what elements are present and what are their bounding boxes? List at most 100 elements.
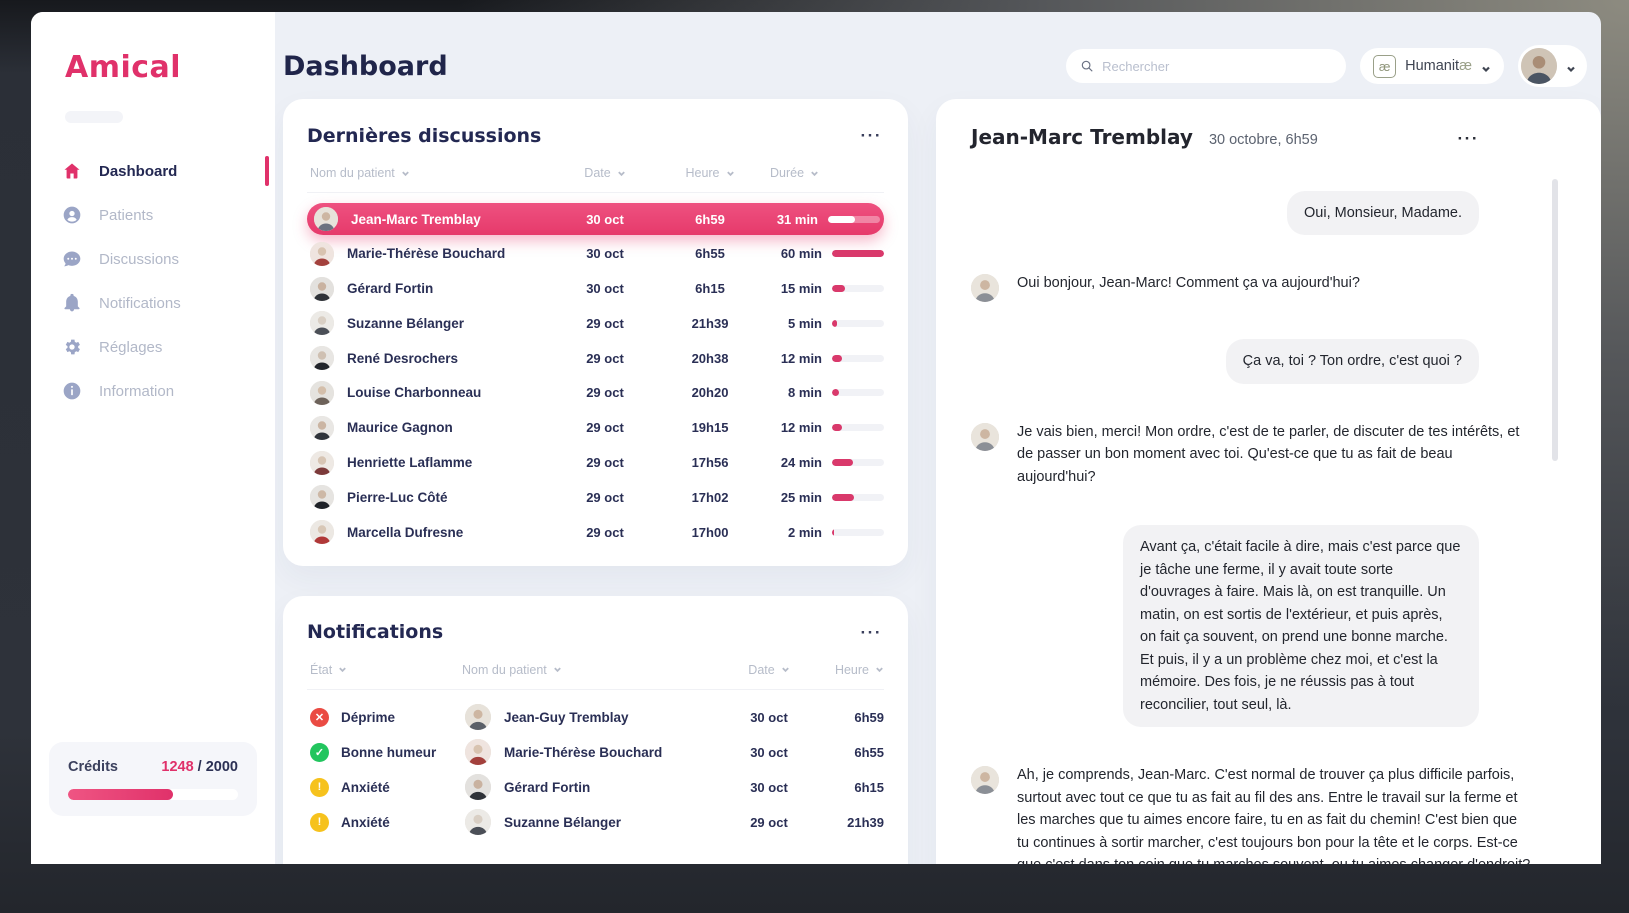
organization-icon: æ (1373, 54, 1397, 78)
duration-bar (832, 285, 884, 293)
chat-datetime: 30 octobre, 6h59 (1208, 132, 1318, 148)
table-row[interactable]: Gérard Fortin 30 oct 6h15 15 min (307, 271, 884, 306)
more-menu-icon[interactable]: ··· (860, 126, 882, 145)
duration-bar (832, 354, 884, 362)
status-success-icon: ✓ (310, 742, 329, 762)
sidebar-item-information[interactable]: Information (31, 369, 275, 413)
duration-bar (832, 459, 884, 467)
table-row[interactable]: Jean-Marc Tremblay 30 oct 6h59 31 min (307, 203, 884, 235)
patient-avatar (465, 809, 491, 836)
assistant-avatar (971, 274, 999, 303)
patient-avatar (310, 415, 334, 440)
assistant-message: Ah, je comprends, Jean-Marc. C'est norma… (971, 764, 1531, 864)
sidebar-item-reglages[interactable]: Réglages (31, 325, 275, 369)
sidebar-item-discussions[interactable]: Discussions (31, 237, 275, 281)
duration-bar (832, 389, 884, 397)
message-text: Ah, je comprends, Jean-Marc. C'est norma… (1017, 767, 1530, 864)
discussions-card: Dernières discussions ··· Nom du patient… (283, 99, 908, 566)
sidebar-item-dashboard[interactable]: Dashboard (31, 149, 275, 193)
info-icon (62, 381, 82, 401)
sidebar-item-notifications[interactable]: Notifications (31, 281, 275, 325)
status-warning-icon: ! (310, 812, 329, 832)
search-input[interactable] (1102, 58, 1333, 74)
sort-name[interactable]: Nom du patient (462, 663, 724, 677)
bell-icon (62, 293, 82, 313)
table-row[interactable]: Marcella Dufresne 29 oct 17h00 2 min (307, 515, 884, 550)
status-warning-icon: ! (310, 777, 329, 797)
notifications-card: Notifications ··· État Nom du patient Da… (283, 595, 908, 864)
patient-avatar (314, 207, 338, 231)
duration-bar (832, 493, 884, 501)
assistant-avatar (971, 766, 999, 795)
more-menu-icon[interactable]: ··· (860, 622, 882, 642)
assistant-message: Oui bonjour, Jean-Marc! Comment ça va au… (971, 272, 1531, 303)
more-menu-icon[interactable]: ··· (1457, 129, 1479, 148)
sort-date[interactable]: Date (724, 663, 814, 677)
chat-patient-name: Jean-Marc Tremblay (971, 125, 1193, 149)
chevron-down-icon (1566, 61, 1576, 73)
organization-selector[interactable]: æ Humanitæ (1360, 48, 1504, 84)
table-row[interactable]: ! Anxiété Suzanne Bélanger 29 oct 21h39 (307, 805, 884, 840)
patient-avatar (310, 241, 334, 266)
patient-avatar (465, 774, 491, 801)
sort-time[interactable]: Heure (650, 166, 770, 180)
chat-header: Jean-Marc Tremblay 30 octobre, 6h59 ··· (971, 125, 1531, 149)
credits-card: Crédits 1248 / 2000 (49, 742, 257, 816)
sidebar-item-label: Discussions (99, 250, 180, 268)
sidebar-item-label: Information (99, 382, 175, 400)
organization-label: Humanitæ (1405, 58, 1472, 74)
patient-avatar (465, 704, 491, 731)
sort-duration[interactable]: Durée (770, 166, 884, 180)
table-row[interactable]: René Desrochers 29 oct 20h38 12 min (307, 341, 884, 376)
sort-date[interactable]: Date (560, 166, 650, 180)
table-row[interactable]: Maurice Gagnon 29 oct 19h15 12 min (307, 410, 884, 445)
user-menu[interactable] (1518, 45, 1587, 87)
message-bubble: Avant ça, c'était facile à dire, mais c'… (1123, 525, 1479, 728)
dashboard-content: Dernières discussions ··· Nom du patient… (283, 87, 1601, 864)
patient-message: Oui, Monsieur, Madame. (971, 191, 1531, 236)
patient-message: Avant ça, c'était facile à dire, mais c'… (971, 525, 1531, 728)
credits-label: Crédits (68, 759, 118, 775)
chat-bubble-icon (62, 249, 82, 269)
table-row[interactable]: Pierre-Luc Côté 29 oct 17h02 25 min (307, 480, 884, 515)
app-logo: Amical (65, 50, 182, 85)
page-title: Dashboard (283, 50, 448, 82)
discussions-column-headers: Nom du patient Date Heure Durée (307, 166, 884, 193)
search-bar[interactable] (1066, 49, 1347, 83)
table-row[interactable]: Henriette Laflamme 29 oct 17h56 24 min (307, 445, 884, 480)
table-row[interactable]: Suzanne Bélanger 29 oct 21h39 5 min (307, 306, 884, 341)
sidebar-nav: Dashboard Patients Discussions Notificat… (31, 149, 275, 413)
table-row[interactable]: Louise Charbonneau 29 oct 20h20 8 min (307, 376, 884, 411)
table-row[interactable]: ✓ Bonne humeur Marie-Thérèse Bouchard 30 … (307, 735, 884, 770)
table-row[interactable]: Marie-Thérèse Bouchard 30 oct 6h55 60 mi… (307, 236, 884, 271)
chevron-down-icon (1481, 61, 1491, 73)
patient-avatar (310, 485, 334, 510)
sidebar-item-label: Notifications (99, 294, 181, 312)
sidebar-item-patients[interactable]: Patients (31, 193, 275, 237)
app-window: Amical Dashboard Patients Discussions No… (31, 12, 1601, 864)
message-bubble: Oui, Monsieur, Madame. (1287, 191, 1479, 236)
table-row[interactable]: ! Anxiété Gérard Fortin 30 oct 6h15 (307, 770, 884, 805)
chat-panel: Jean-Marc Tremblay 30 octobre, 6h59 ··· … (936, 99, 1601, 864)
discussions-rows: Jean-Marc Tremblay 30 oct 6h59 31 min Ma… (307, 203, 884, 550)
main-area: Dashboard æ Humanitæ (275, 12, 1601, 864)
patient-avatar (310, 346, 334, 371)
home-icon (62, 161, 82, 181)
table-row[interactable]: ✕ Déprime Jean-Guy Tremblay 30 oct 6h59 (307, 700, 884, 735)
credits-progress-fill (68, 789, 174, 800)
sort-status[interactable]: État (307, 663, 462, 677)
gear-icon (62, 337, 82, 357)
patient-avatar (310, 276, 334, 301)
notifications-rows: ✕ Déprime Jean-Guy Tremblay 30 oct 6h59 ✓… (307, 700, 884, 840)
chat-scrollbar[interactable] (1552, 179, 1558, 461)
discussions-title: Dernières discussions (307, 124, 542, 147)
sidebar: Amical Dashboard Patients Discussions No… (31, 12, 275, 864)
patient-avatar (310, 311, 334, 336)
sort-name[interactable]: Nom du patient (307, 166, 560, 180)
sort-time[interactable]: Heure (814, 663, 884, 677)
search-icon (1081, 60, 1093, 72)
duration-bar (828, 215, 880, 223)
patient-message: Ça va, toi ? Ton ordre, c'est quoi ? (971, 339, 1531, 384)
duration-bar (832, 319, 884, 327)
credits-progress-track (68, 789, 238, 800)
